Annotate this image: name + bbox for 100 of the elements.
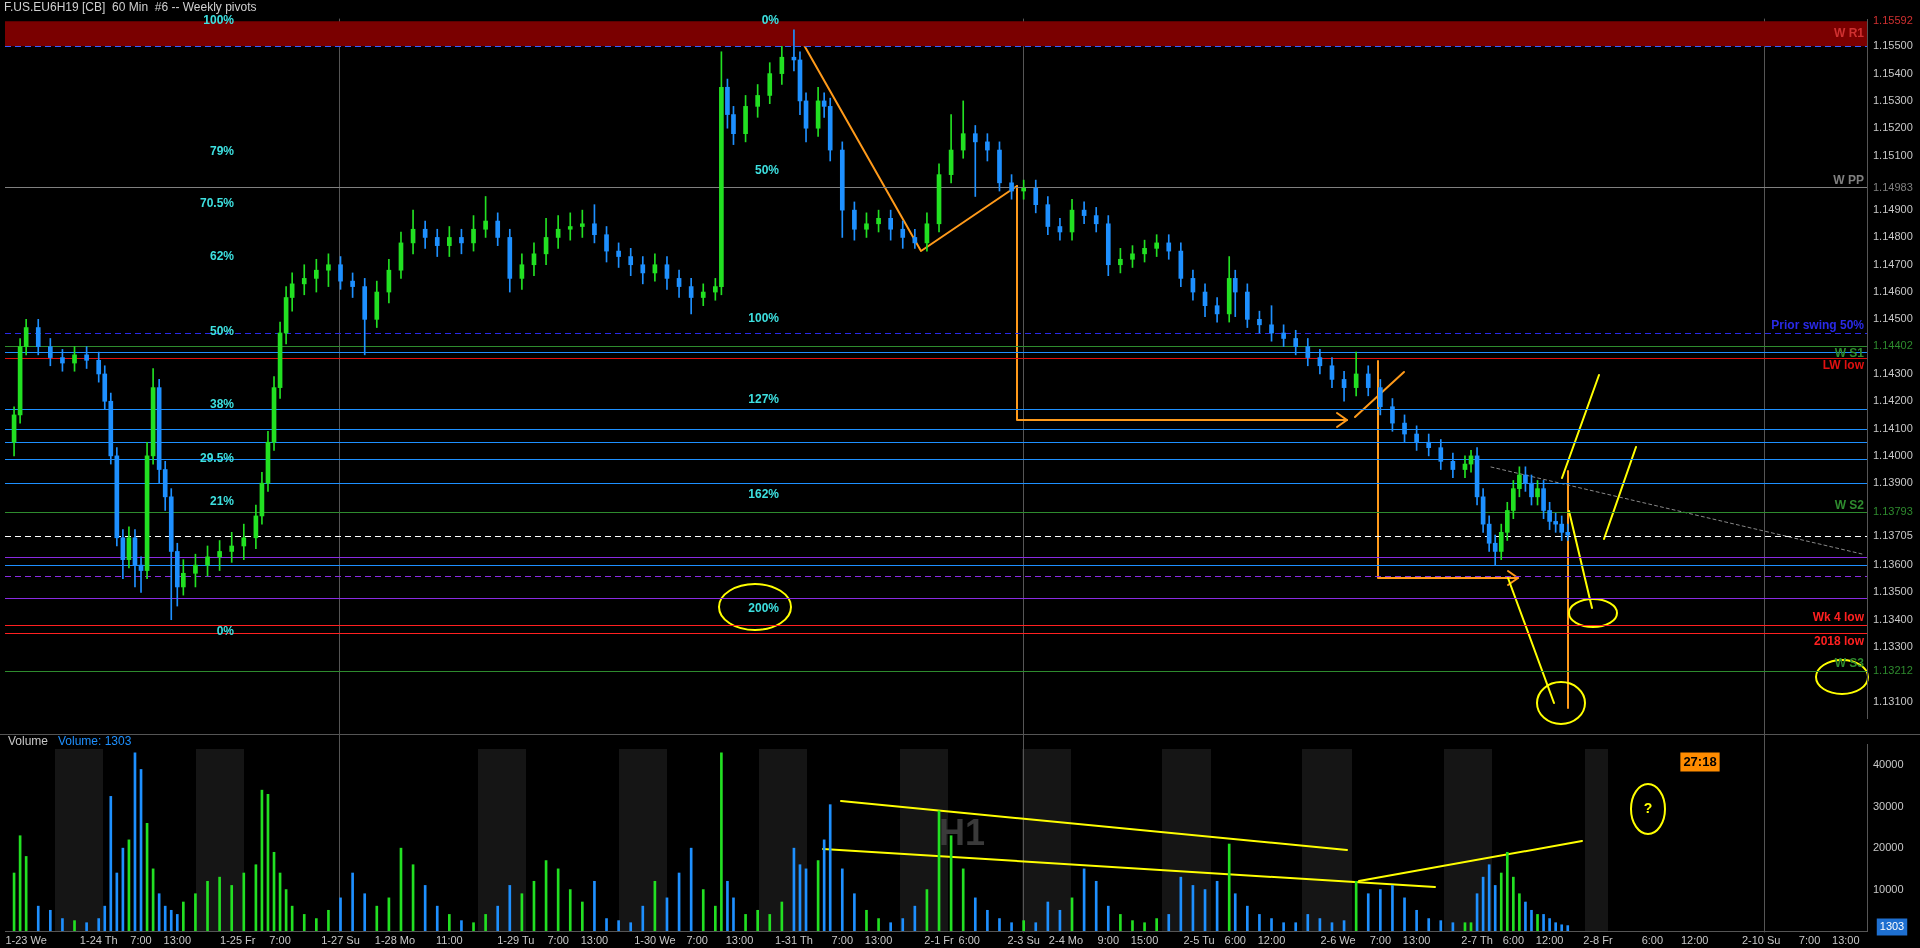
- y-tick-label: 1.14000: [1873, 448, 1913, 461]
- bar: [986, 909, 989, 931]
- bar: [732, 897, 735, 931]
- x-tick-label: 2-6 We: [1320, 933, 1356, 946]
- ref-line-label: W S2: [1834, 497, 1865, 512]
- annotation: Volume: 1303: [58, 734, 132, 749]
- bar: [375, 905, 379, 931]
- bar: [1536, 914, 1539, 931]
- bar: [49, 909, 52, 931]
- bar: [496, 905, 500, 931]
- bar: [1518, 893, 1521, 931]
- ref-line-label: Wk 4 low: [1812, 610, 1865, 625]
- bar: [1439, 920, 1443, 931]
- bar: [1119, 914, 1122, 931]
- x-tick-label: 1-28 Mo: [374, 933, 416, 946]
- y-tick-label: 1.14500: [1873, 312, 1913, 325]
- x-tick-label: 13:00: [163, 933, 192, 946]
- bar: [877, 918, 880, 931]
- y-tick-label: 1.14900: [1873, 203, 1913, 216]
- ref-line-label: Prior swing 50%: [1771, 318, 1865, 333]
- bar: [1306, 914, 1310, 931]
- bar: [61, 918, 64, 931]
- x-tick-label: 6:00: [958, 933, 980, 946]
- x-tick-label: 1-24 Th: [79, 933, 118, 946]
- bar: [1427, 918, 1431, 931]
- x-tick-label: 13:00: [864, 933, 893, 946]
- x-tick-label: 1-29 Tu: [497, 933, 535, 946]
- y-tick-label: 1.15300: [1873, 93, 1913, 106]
- x-tick-label: 13:00: [1832, 933, 1860, 946]
- bar: [109, 796, 113, 931]
- x-tick-label: 1-30 We: [634, 933, 676, 946]
- bar: [1034, 922, 1038, 931]
- bar: [302, 914, 306, 931]
- bar: [1403, 897, 1406, 931]
- ref-line-label: LW low: [1822, 357, 1865, 372]
- y-tick-label: 1.13600: [1873, 558, 1913, 571]
- x-tick-label: 13:00: [580, 933, 609, 946]
- bar: [901, 918, 905, 931]
- bar: [97, 918, 101, 931]
- bar: [242, 872, 246, 931]
- bar: [768, 914, 772, 931]
- annotation: 27:18: [1683, 753, 1717, 769]
- bar: [1227, 843, 1231, 931]
- bar: [1258, 914, 1261, 931]
- bar: [230, 885, 234, 931]
- bar: [726, 880, 729, 931]
- bar: [1106, 905, 1110, 931]
- x-tick-label: 2-8 Fr: [1583, 933, 1613, 946]
- x-tick-label: 7:00: [547, 933, 569, 946]
- annotation: 162%: [748, 487, 780, 502]
- x-tick-label: 12:00: [1535, 933, 1564, 946]
- bar: [1246, 905, 1249, 931]
- bar: [1131, 920, 1134, 931]
- y-tick-label: 1.13705: [1873, 529, 1913, 542]
- x-tick-label: 13:00: [1402, 933, 1431, 946]
- x-tick-label: 13:00: [725, 933, 754, 946]
- bar: [163, 905, 167, 931]
- bar: [36, 905, 40, 931]
- bar: [1391, 885, 1394, 931]
- x-tick-label: 1-25 Fr: [220, 933, 256, 946]
- y-tick-label: 1.13500: [1873, 585, 1913, 598]
- x-tick-label: 12:00: [1680, 933, 1709, 946]
- y-tick-label: 1.13400: [1873, 612, 1913, 625]
- band-label: W R1: [1834, 26, 1865, 41]
- x-tick-label: 2-7 Th: [1461, 933, 1493, 946]
- chart-title: F.US.EU6H19 [CB] 60 Min #6 -- Weekly pivots: [4, 0, 257, 15]
- x-tick-label: 1-27 Su: [321, 933, 360, 946]
- bar: [581, 901, 584, 931]
- y-tick-label: 1.14300: [1873, 366, 1913, 379]
- annotation: 0%: [761, 13, 780, 28]
- annotation: ?: [1643, 799, 1653, 816]
- bar: [756, 909, 759, 931]
- bar: [73, 920, 76, 931]
- annotation: 127%: [748, 392, 780, 407]
- y-tick-label: 1.15400: [1873, 66, 1913, 79]
- x-tick-label: 2-4 Mo: [1048, 933, 1084, 946]
- bar: [182, 901, 185, 931]
- y-tick-label: 1.13212: [1873, 664, 1913, 677]
- bar: [568, 889, 572, 931]
- bar: [1143, 922, 1146, 931]
- bar: [1542, 914, 1545, 931]
- y-tick-label: 1.13900: [1873, 476, 1913, 489]
- bar: [339, 897, 342, 931]
- annotation: Volume: [8, 734, 49, 749]
- y-tick-label: 1.13100: [1873, 694, 1913, 707]
- text: 1303: [1879, 920, 1905, 933]
- bar: [605, 918, 608, 931]
- bar: [218, 876, 221, 931]
- bar: [315, 918, 318, 931]
- annotation: 62%: [209, 249, 235, 264]
- bar: [508, 885, 512, 931]
- bar: [1233, 893, 1237, 931]
- annotation: 50%: [754, 163, 780, 178]
- bar: [1270, 918, 1273, 931]
- y-tick-label: 1.15500: [1873, 39, 1913, 52]
- y-tick-label: 1.14800: [1873, 230, 1913, 243]
- annotation: 100%: [203, 13, 235, 28]
- bar: [998, 918, 1001, 931]
- annotation: 21%: [209, 494, 235, 509]
- bar: [593, 880, 596, 931]
